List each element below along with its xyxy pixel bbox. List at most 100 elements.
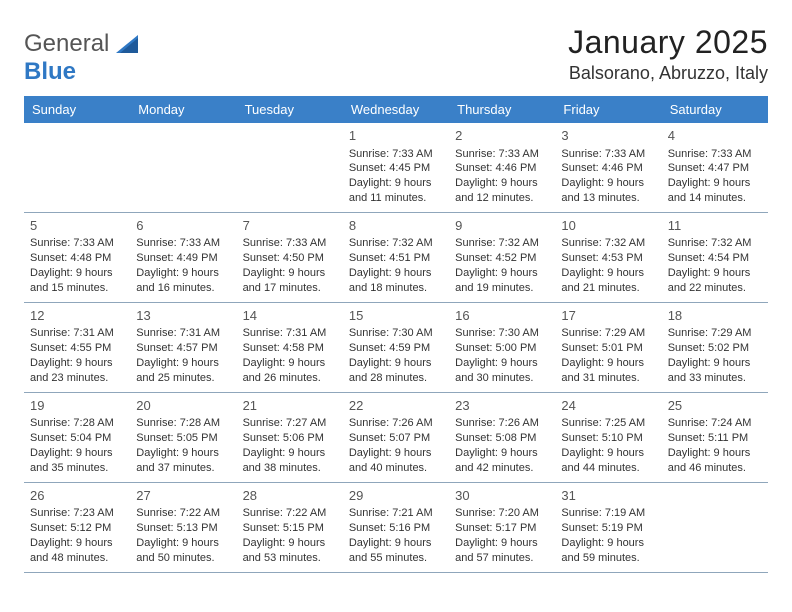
day-number: 27 xyxy=(136,487,230,505)
calendar-day-header: Sunday xyxy=(24,96,130,123)
logo-text-accent: Blue xyxy=(24,58,76,85)
day-number: 6 xyxy=(136,217,230,235)
sunrise-line: Sunrise: 7:25 AM xyxy=(561,416,655,431)
sunrise-line: Sunrise: 7:28 AM xyxy=(136,416,230,431)
sunset-line: Sunset: 4:46 PM xyxy=(561,161,655,176)
day-number: 4 xyxy=(668,127,762,145)
calendar-day: 24Sunrise: 7:25 AMSunset: 5:10 PMDayligh… xyxy=(555,393,661,482)
day-number: 24 xyxy=(561,397,655,415)
calendar-day: 2Sunrise: 7:33 AMSunset: 4:46 PMDaylight… xyxy=(449,123,555,212)
sunset-line: Sunset: 4:55 PM xyxy=(30,341,124,356)
calendar-day: 5Sunrise: 7:33 AMSunset: 4:48 PMDaylight… xyxy=(24,213,130,302)
calendar-day: 4Sunrise: 7:33 AMSunset: 4:47 PMDaylight… xyxy=(662,123,768,212)
day-number: 23 xyxy=(455,397,549,415)
daylight-line-1: Daylight: 9 hours xyxy=(455,446,549,461)
sunrise-line: Sunrise: 7:24 AM xyxy=(668,416,762,431)
daylight-line-1: Daylight: 9 hours xyxy=(30,266,124,281)
sunrise-line: Sunrise: 7:22 AM xyxy=(136,506,230,521)
sunrise-line: Sunrise: 7:26 AM xyxy=(455,416,549,431)
sunset-line: Sunset: 4:58 PM xyxy=(243,341,337,356)
daylight-line-2: and 18 minutes. xyxy=(349,281,443,296)
sunset-line: Sunset: 5:12 PM xyxy=(30,521,124,536)
day-number: 10 xyxy=(561,217,655,235)
calendar-day: 3Sunrise: 7:33 AMSunset: 4:46 PMDaylight… xyxy=(555,123,661,212)
daylight-line-2: and 40 minutes. xyxy=(349,461,443,476)
sunrise-line: Sunrise: 7:31 AM xyxy=(30,326,124,341)
calendar-day: 19Sunrise: 7:28 AMSunset: 5:04 PMDayligh… xyxy=(24,393,130,482)
daylight-line-2: and 53 minutes. xyxy=(243,551,337,566)
daylight-line-2: and 17 minutes. xyxy=(243,281,337,296)
daylight-line-1: Daylight: 9 hours xyxy=(668,356,762,371)
day-number: 13 xyxy=(136,307,230,325)
day-number: 20 xyxy=(136,397,230,415)
daylight-line-1: Daylight: 9 hours xyxy=(561,266,655,281)
logo-text: General Blue xyxy=(24,30,138,86)
sunset-line: Sunset: 5:11 PM xyxy=(668,431,762,446)
calendar-day-empty xyxy=(662,483,768,572)
calendar-day: 23Sunrise: 7:26 AMSunset: 5:08 PMDayligh… xyxy=(449,393,555,482)
month-title: January 2025 xyxy=(568,24,768,61)
day-number: 5 xyxy=(30,217,124,235)
sunrise-line: Sunrise: 7:22 AM xyxy=(243,506,337,521)
daylight-line-2: and 23 minutes. xyxy=(30,371,124,386)
calendar-day-empty xyxy=(24,123,130,212)
sunset-line: Sunset: 4:49 PM xyxy=(136,251,230,266)
daylight-line-2: and 48 minutes. xyxy=(30,551,124,566)
day-number: 25 xyxy=(668,397,762,415)
sunrise-line: Sunrise: 7:28 AM xyxy=(30,416,124,431)
sunrise-line: Sunrise: 7:30 AM xyxy=(349,326,443,341)
calendar-day-empty xyxy=(130,123,236,212)
day-number: 8 xyxy=(349,217,443,235)
daylight-line-2: and 14 minutes. xyxy=(668,191,762,206)
sunset-line: Sunset: 4:47 PM xyxy=(668,161,762,176)
sunset-line: Sunset: 4:59 PM xyxy=(349,341,443,356)
sunset-line: Sunset: 5:06 PM xyxy=(243,431,337,446)
sunrise-line: Sunrise: 7:29 AM xyxy=(668,326,762,341)
calendar-day-empty xyxy=(237,123,343,212)
sunrise-line: Sunrise: 7:33 AM xyxy=(668,147,762,162)
daylight-line-1: Daylight: 9 hours xyxy=(349,446,443,461)
sunrise-line: Sunrise: 7:23 AM xyxy=(30,506,124,521)
daylight-line-2: and 55 minutes. xyxy=(349,551,443,566)
calendar-day-header: Saturday xyxy=(662,96,768,123)
sunrise-line: Sunrise: 7:31 AM xyxy=(136,326,230,341)
calendar-day: 8Sunrise: 7:32 AMSunset: 4:51 PMDaylight… xyxy=(343,213,449,302)
calendar-day: 6Sunrise: 7:33 AMSunset: 4:49 PMDaylight… xyxy=(130,213,236,302)
calendar-week-row: 19Sunrise: 7:28 AMSunset: 5:04 PMDayligh… xyxy=(24,393,768,483)
daylight-line-1: Daylight: 9 hours xyxy=(136,446,230,461)
sunset-line: Sunset: 5:10 PM xyxy=(561,431,655,446)
sunset-line: Sunset: 5:17 PM xyxy=(455,521,549,536)
daylight-line-2: and 15 minutes. xyxy=(30,281,124,296)
calendar-day: 1Sunrise: 7:33 AMSunset: 4:45 PMDaylight… xyxy=(343,123,449,212)
calendar-day: 13Sunrise: 7:31 AMSunset: 4:57 PMDayligh… xyxy=(130,303,236,392)
sunset-line: Sunset: 4:48 PM xyxy=(30,251,124,266)
daylight-line-1: Daylight: 9 hours xyxy=(349,536,443,551)
daylight-line-1: Daylight: 9 hours xyxy=(136,266,230,281)
daylight-line-1: Daylight: 9 hours xyxy=(136,536,230,551)
daylight-line-1: Daylight: 9 hours xyxy=(349,266,443,281)
calendar-body: 1Sunrise: 7:33 AMSunset: 4:45 PMDaylight… xyxy=(24,123,768,573)
calendar-day: 15Sunrise: 7:30 AMSunset: 4:59 PMDayligh… xyxy=(343,303,449,392)
day-number: 9 xyxy=(455,217,549,235)
day-number: 28 xyxy=(243,487,337,505)
calendar-day: 16Sunrise: 7:30 AMSunset: 5:00 PMDayligh… xyxy=(449,303,555,392)
sunrise-line: Sunrise: 7:27 AM xyxy=(243,416,337,431)
calendar-day: 27Sunrise: 7:22 AMSunset: 5:13 PMDayligh… xyxy=(130,483,236,572)
daylight-line-2: and 35 minutes. xyxy=(30,461,124,476)
calendar-day-header: Wednesday xyxy=(343,96,449,123)
daylight-line-1: Daylight: 9 hours xyxy=(349,176,443,191)
day-number: 14 xyxy=(243,307,337,325)
daylight-line-2: and 21 minutes. xyxy=(561,281,655,296)
daylight-line-2: and 37 minutes. xyxy=(136,461,230,476)
calendar-day: 7Sunrise: 7:33 AMSunset: 4:50 PMDaylight… xyxy=(237,213,343,302)
sunrise-line: Sunrise: 7:32 AM xyxy=(668,236,762,251)
daylight-line-2: and 46 minutes. xyxy=(668,461,762,476)
calendar-week-row: 5Sunrise: 7:33 AMSunset: 4:48 PMDaylight… xyxy=(24,213,768,303)
day-number: 11 xyxy=(668,217,762,235)
sunrise-line: Sunrise: 7:32 AM xyxy=(561,236,655,251)
calendar-day-header: Friday xyxy=(555,96,661,123)
day-number: 15 xyxy=(349,307,443,325)
calendar-day: 10Sunrise: 7:32 AMSunset: 4:53 PMDayligh… xyxy=(555,213,661,302)
sunset-line: Sunset: 4:52 PM xyxy=(455,251,549,266)
calendar-day: 9Sunrise: 7:32 AMSunset: 4:52 PMDaylight… xyxy=(449,213,555,302)
